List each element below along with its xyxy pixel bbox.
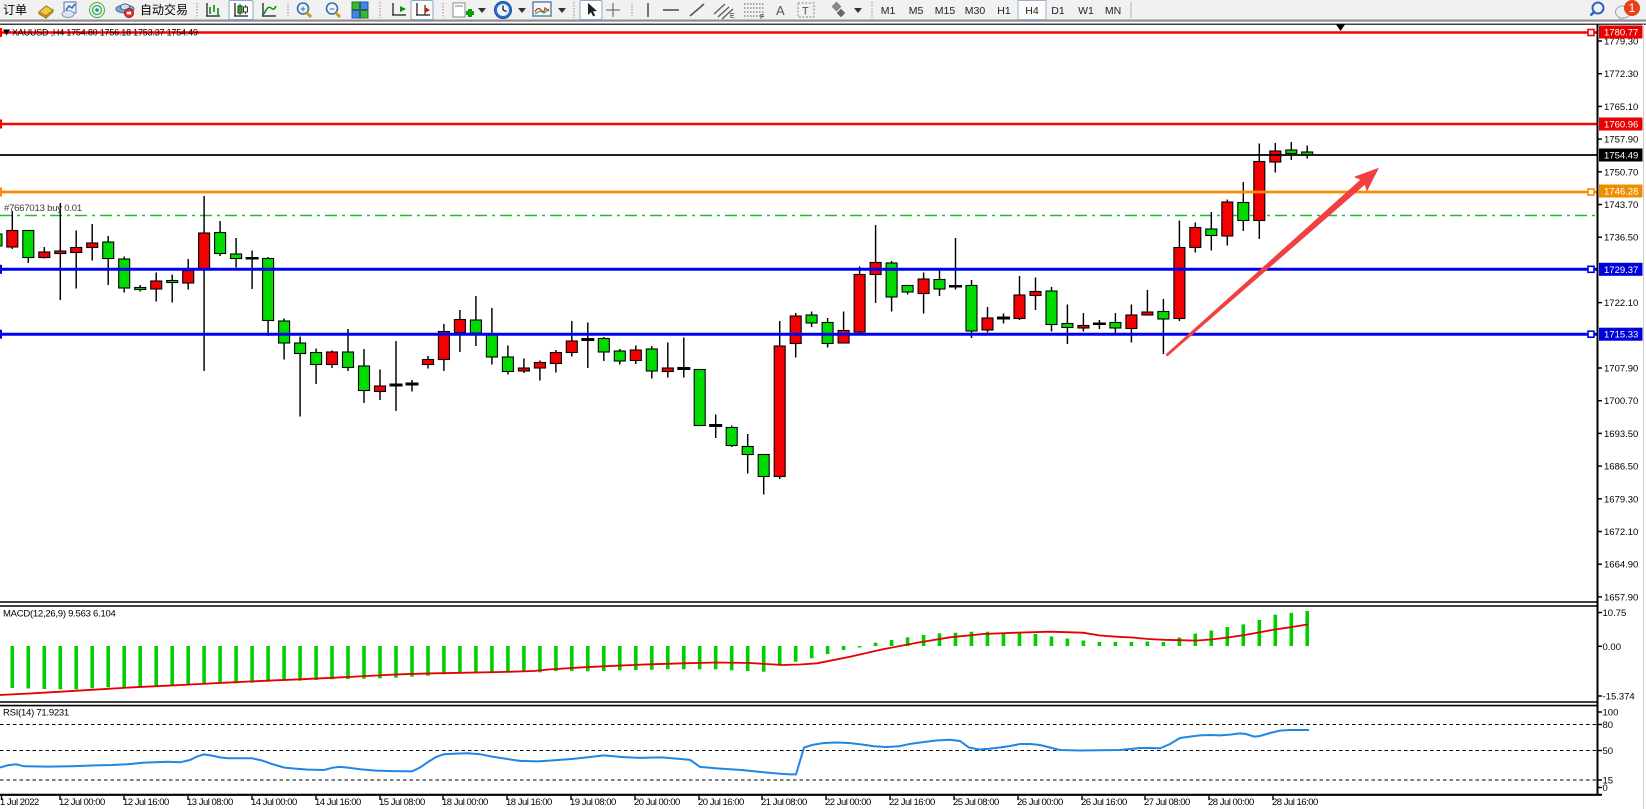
svg-text:100: 100 [1603,708,1619,719]
svg-text:80: 80 [1603,720,1614,731]
svg-text:M30: M30 [965,5,986,17]
svg-text:50: 50 [1603,746,1614,757]
svg-text:1750.70: 1750.70 [1604,167,1638,178]
svg-text:20 Jul 00:00: 20 Jul 00:00 [634,797,680,808]
svg-text:+: + [300,4,305,14]
svg-text:20 Jul 16:00: 20 Jul 16:00 [698,797,744,808]
svg-text:15: 15 [1603,776,1614,787]
svg-text:H1: H1 [997,5,1011,17]
svg-text:1736.50: 1736.50 [1604,233,1638,244]
svg-text:RSI(14) 71.9231: RSI(14) 71.9231 [3,708,69,719]
svg-text:26 Jul 00:00: 26 Jul 00:00 [1017,797,1063,808]
svg-text:14 Jul 00:00: 14 Jul 00:00 [251,797,297,808]
svg-text:1715.33: 1715.33 [1604,330,1638,341]
svg-text:1 Jul 2022: 1 Jul 2022 [0,797,39,808]
svg-text:21 Jul 08:00: 21 Jul 08:00 [761,797,807,808]
svg-text:1657.90: 1657.90 [1604,592,1638,603]
svg-text:22 Jul 00:00: 22 Jul 00:00 [825,797,871,808]
svg-text:12 Jul 16:00: 12 Jul 16:00 [123,797,169,808]
svg-text:W1: W1 [1078,5,1094,17]
svg-text:1672.10: 1672.10 [1604,527,1638,538]
svg-text:−: − [329,4,334,14]
svg-text:E: E [730,13,735,20]
svg-text:1779.30: 1779.30 [1604,37,1638,48]
svg-text:1707.90: 1707.90 [1604,364,1638,375]
svg-text:14 Jul 16:00: 14 Jul 16:00 [315,797,361,808]
svg-text:D1: D1 [1051,5,1065,17]
svg-text:10.75: 10.75 [1603,608,1627,619]
svg-text:18 Jul 16:00: 18 Jul 16:00 [506,797,552,808]
svg-text:自动交易: 自动交易 [140,2,188,17]
svg-text:1757.90: 1757.90 [1604,135,1638,146]
svg-text:1679.30: 1679.30 [1604,494,1638,505]
svg-text:H4: H4 [1025,5,1039,17]
svg-text:M1: M1 [881,5,896,17]
svg-text:0: 0 [1603,783,1608,794]
svg-text:15 Jul 08:00: 15 Jul 08:00 [379,797,425,808]
svg-text:18 Jul 00:00: 18 Jul 00:00 [442,797,488,808]
svg-text:12 Jul 00:00: 12 Jul 00:00 [59,797,105,808]
svg-text:1765.10: 1765.10 [1604,102,1638,113]
svg-text:1664.90: 1664.90 [1604,560,1638,571]
svg-text:28 Jul 00:00: 28 Jul 00:00 [1208,797,1254,808]
svg-text:1772.30: 1772.30 [1604,69,1638,80]
svg-text:M5: M5 [909,5,924,17]
svg-text:1729.37: 1729.37 [1604,265,1638,276]
svg-text:MACD(12,26,9) 9.563 6.104: MACD(12,26,9) 9.563 6.104 [3,609,116,620]
svg-text:28 Jul 16:00: 28 Jul 16:00 [1272,797,1318,808]
svg-text:M15: M15 [935,5,956,17]
svg-text:1: 1 [1629,1,1636,15]
svg-text:-15.374: -15.374 [1603,692,1635,703]
svg-text:1693.50: 1693.50 [1604,429,1638,440]
svg-text:1780.77: 1780.77 [1604,28,1638,39]
svg-text:1760.96: 1760.96 [1604,120,1638,131]
svg-text:1722.10: 1722.10 [1604,298,1638,309]
svg-text:1686.50: 1686.50 [1604,462,1638,473]
svg-text:MN: MN [1105,5,1121,17]
svg-text:1743.70: 1743.70 [1604,200,1638,211]
svg-text:A: A [776,3,785,18]
svg-text:13 Jul 08:00: 13 Jul 08:00 [187,797,233,808]
svg-text:1700.70: 1700.70 [1604,396,1638,407]
svg-text:F: F [760,14,764,21]
svg-text:#7667013 buy 0.01: #7667013 buy 0.01 [4,203,82,214]
svg-text:1754.49: 1754.49 [1604,151,1638,162]
svg-text:26 Jul 16:00: 26 Jul 16:00 [1081,797,1127,808]
svg-text:T: T [802,6,809,18]
svg-text:25 Jul 08:00: 25 Jul 08:00 [953,797,999,808]
svg-text:19 Jul 08:00: 19 Jul 08:00 [570,797,616,808]
svg-text:订单: 订单 [3,3,27,17]
svg-text:27 Jul 08:00: 27 Jul 08:00 [1144,797,1190,808]
svg-text:22 Jul 16:00: 22 Jul 16:00 [889,797,935,808]
svg-text:0.00: 0.00 [1603,642,1622,653]
svg-text:1746.28: 1746.28 [1604,187,1638,198]
svg-text:XAUUSD ,H4 1754.80 1756.18 17: XAUUSD ,H4 1754.80 1756.18 1753.37 1754.… [12,28,198,38]
